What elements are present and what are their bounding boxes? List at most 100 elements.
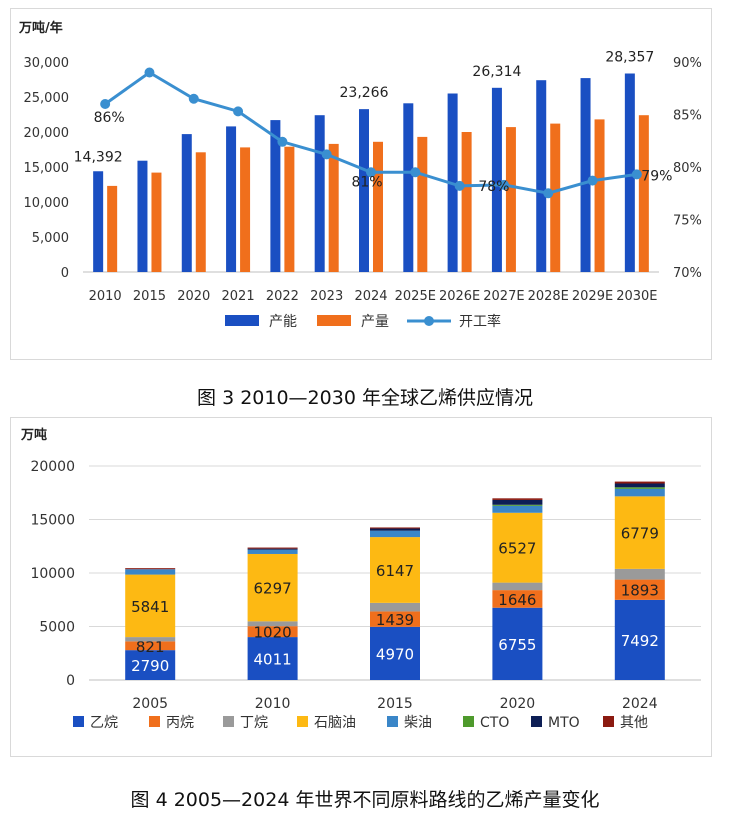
rate-data-label: 86% (94, 110, 125, 126)
x-tick-label: 2022 (266, 289, 299, 304)
rate-point (100, 99, 111, 109)
rate-point (366, 167, 376, 178)
rate-data-label: 81% (351, 174, 382, 190)
stack-segment-other (370, 527, 420, 529)
rate-point (277, 136, 288, 147)
y-tick-label: 30,000 (24, 56, 70, 71)
output-bar (240, 147, 251, 272)
rate-data-label: 79% (641, 168, 672, 184)
x-tick-label: 2020 (177, 289, 210, 304)
legend-swatch-ethane (73, 716, 84, 727)
capacity-bar (403, 103, 414, 272)
segment-value-label: 6147 (376, 562, 414, 580)
chart-panel-supply: 万吨/年 0 5,000 10,000 15,000 20,000 25,000 30,000… (10, 8, 712, 360)
capacity-bar (536, 80, 547, 272)
legend-label-diesel: 柴油 (404, 715, 432, 731)
legend-swatch-naphtha (297, 716, 308, 727)
capacity-bar (359, 109, 369, 272)
rate-point (631, 169, 642, 180)
x-tick-label: 2024 (354, 289, 387, 304)
stack-segment-mto (370, 528, 420, 531)
capacity-bar (580, 78, 591, 272)
stack-segment-mto (247, 548, 298, 550)
rate-point (454, 180, 465, 191)
y-tick-label: 10000 (30, 566, 75, 582)
rate-point (144, 67, 155, 78)
capacity-bar (137, 160, 148, 272)
rate-point (188, 93, 199, 104)
x-tick-label: 2020 (500, 696, 536, 712)
rate-point (233, 106, 244, 117)
stack-segment-butane (125, 637, 176, 642)
output-bar (373, 141, 383, 272)
segment-value-label: 5841 (131, 598, 169, 616)
capacity-bar (270, 120, 281, 272)
rate-data-label: 78% (478, 179, 509, 195)
output-bar (107, 185, 118, 272)
x-tick-label: 2010 (89, 289, 122, 304)
segment-value-label: 821 (136, 638, 165, 656)
x-tick-label: 2025E (395, 289, 436, 304)
legend-swatch-capacity (225, 315, 259, 326)
legend-swatch-butane (223, 716, 234, 727)
output-bar (195, 152, 206, 272)
output-bar (505, 127, 516, 272)
x-tick-label: 2005 (132, 696, 168, 712)
segment-value-label: 1646 (498, 591, 536, 609)
stack-segment-mto (492, 499, 543, 505)
stack-segment-ethane (247, 637, 298, 680)
output-bar (550, 123, 561, 272)
output-bar (328, 143, 339, 272)
stack-segment-naphtha (247, 553, 298, 622)
stack-segment-cto (492, 504, 543, 506)
x-tick-label: 2015 (377, 696, 413, 712)
stack-segment-ethane (492, 607, 543, 680)
y2-tick-label: 70% (673, 266, 702, 281)
rate-point (321, 149, 332, 160)
capacity-bar (181, 134, 192, 272)
segment-value-label: 4011 (254, 651, 292, 669)
y-axis-unit-label: 万吨/年 (18, 20, 63, 36)
figure-4-caption: 图 4 2005—2024 年世界不同原料路线的乙烯产量变化 (130, 789, 600, 811)
y-tick-label: 5000 (39, 620, 75, 636)
stack-segment-other (247, 547, 298, 549)
output-bar (284, 146, 295, 272)
legend-swatch-diesel (387, 716, 398, 727)
output-bar (151, 172, 162, 272)
stack-segment-diesel (614, 488, 665, 497)
capacity-bar (491, 87, 502, 272)
legend-label-output: 产量 (361, 314, 389, 330)
stack-segment-diesel (370, 530, 420, 538)
legend-label-ethane: 乙烷 (90, 715, 118, 731)
output-bar (594, 119, 605, 273)
y2-tick-label: 85% (673, 109, 702, 124)
rate-point (410, 167, 421, 178)
rate-point (543, 188, 554, 199)
stack-segment-cto (614, 487, 665, 489)
capacity-data-label: 23,266 (340, 85, 389, 101)
capacity-bar (226, 126, 237, 273)
y2-tick-label: 80% (673, 161, 702, 176)
y-tick-label: 25,000 (24, 91, 70, 106)
capacity-data-label: 28,357 (605, 50, 654, 66)
stack-segment-butane (614, 568, 665, 580)
legend-label-propane: 丙烷 (166, 715, 194, 731)
segment-value-label: 1020 (254, 624, 292, 642)
stack-segment-propane (247, 626, 298, 638)
legend-swatch-other (603, 716, 614, 727)
capacity-data-label: 14,392 (74, 149, 123, 165)
segment-value-label: 1893 (621, 582, 659, 600)
rate-point (587, 175, 598, 186)
y-tick-label: 20,000 (24, 126, 70, 141)
capacity-data-label: 26,314 (472, 64, 521, 80)
stack-segment-butane (492, 582, 543, 591)
output-bar (417, 136, 428, 272)
y-tick-label: 15000 (30, 513, 75, 529)
y-tick-label: 0 (66, 673, 75, 689)
stack-segment-propane (492, 590, 543, 608)
y-tick-label: 15,000 (24, 161, 70, 176)
x-tick-label: 2010 (255, 696, 291, 712)
stack-segment-diesel (492, 505, 543, 513)
stack-segment-other (614, 481, 665, 484)
